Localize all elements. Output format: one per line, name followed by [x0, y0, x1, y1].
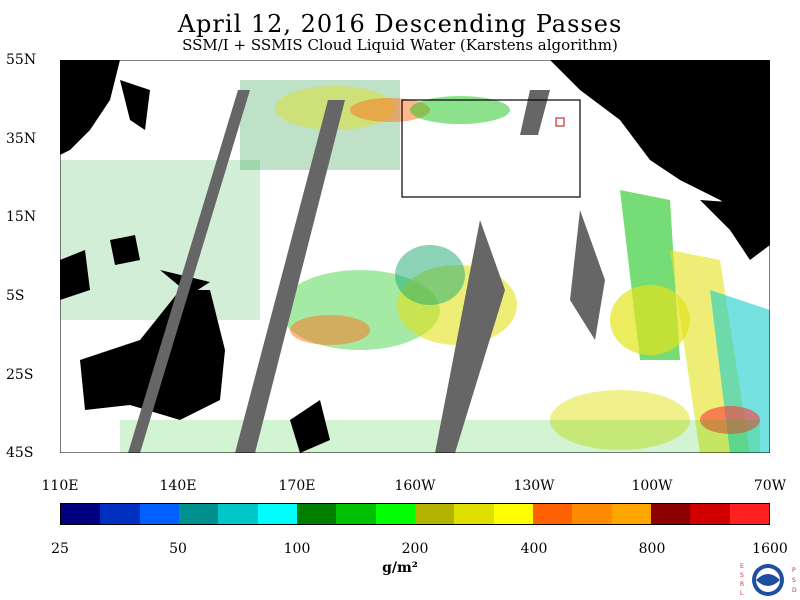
colorbar-segment-3 — [178, 504, 219, 524]
colorbar-label-200: 200 — [401, 541, 429, 557]
swath-gaps — [128, 90, 605, 453]
colorbar-label-400: 400 — [520, 541, 548, 557]
colorbar-segment-13 — [572, 504, 612, 524]
lon-label-110e: 110E — [41, 478, 79, 494]
svg-text:E: E — [740, 563, 744, 570]
colorbar-label-25: 25 — [51, 541, 69, 557]
lon-label-100w: 100W — [631, 478, 673, 494]
colorbar-segment-5 — [257, 504, 297, 524]
colorbar-segment-10 — [454, 504, 494, 524]
svg-text:S: S — [792, 577, 796, 584]
lon-label-160w: 160W — [394, 478, 436, 494]
colorbar-units: g/m² — [382, 560, 418, 576]
colorbar-segment-12 — [532, 504, 573, 524]
colorbar-segment-0 — [61, 504, 101, 524]
colorbar-segment-2 — [139, 504, 179, 524]
lon-label-70w: 70W — [753, 478, 787, 494]
svg-text:D: D — [792, 587, 797, 594]
colorbar-segment-9 — [414, 504, 455, 524]
lat-label-15n: 15N — [6, 209, 37, 225]
noaa-logo: E S R L P S D — [740, 563, 797, 597]
colorbar — [60, 503, 770, 525]
colorbar-segment-11 — [493, 504, 533, 524]
colorbar-segment-4 — [218, 504, 258, 524]
chart-subtitle: SSM/I + SSMIS Cloud Liquid Water (Karste… — [182, 36, 618, 54]
svg-text:S: S — [740, 572, 744, 579]
svg-text:L: L — [740, 590, 744, 597]
lat-label-45s: 45S — [6, 445, 34, 461]
colorbar-segment-14 — [611, 504, 651, 524]
analysis-box — [401, 99, 581, 198]
colorbar-segment-6 — [296, 504, 337, 524]
colorbar-segment-8 — [375, 504, 415, 524]
data-field — [60, 80, 770, 453]
chart-title: April 12, 2016 Descending Passes — [177, 10, 623, 38]
cloud-liquid-water-map — [60, 60, 770, 453]
lat-label-55n: 55N — [6, 52, 37, 68]
lon-label-140e: 140E — [159, 478, 197, 494]
colorbar-segment-15 — [650, 504, 691, 524]
lat-label-5s: 5S — [6, 288, 25, 304]
svg-text:R: R — [740, 581, 744, 588]
lat-label-25s: 25S — [6, 367, 34, 383]
colorbar-label-800: 800 — [638, 541, 666, 557]
colorbar-segment-1 — [100, 504, 140, 524]
marker-box — [555, 117, 565, 127]
colorbar-label-50: 50 — [169, 541, 187, 557]
colorbar-segment-16 — [690, 504, 730, 524]
colorbar-label-1600: 1600 — [752, 541, 788, 557]
colorbar-segment-17 — [729, 504, 769, 524]
lon-label-130w: 130W — [513, 478, 555, 494]
land-masses — [60, 60, 770, 453]
svg-text:P: P — [792, 567, 796, 574]
colorbar-segment-7 — [336, 504, 376, 524]
lon-label-170e: 170E — [278, 478, 316, 494]
lat-label-35n: 35N — [6, 131, 37, 147]
colorbar-label-100: 100 — [283, 541, 311, 557]
